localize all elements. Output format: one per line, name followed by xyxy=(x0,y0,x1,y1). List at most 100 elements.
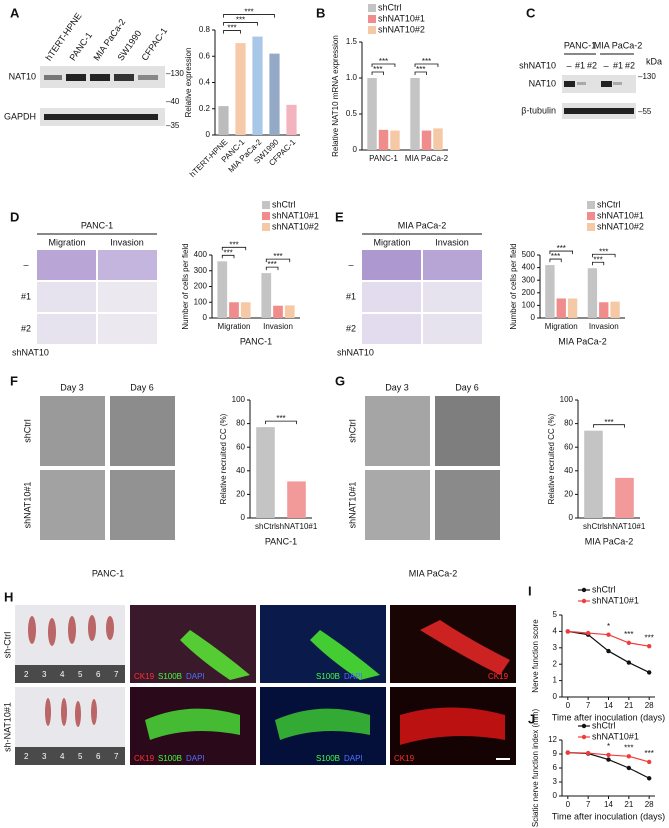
point xyxy=(646,776,652,781)
significance: *** xyxy=(557,244,566,253)
point xyxy=(646,670,652,675)
bar xyxy=(610,301,620,318)
y-tick-label: 300 xyxy=(522,275,536,284)
bar xyxy=(378,129,389,150)
x-tick-label: MIA PaCa-2 xyxy=(405,154,449,163)
significance-bracket xyxy=(371,71,384,75)
stain-label: S100B xyxy=(316,754,340,763)
micrograph xyxy=(365,470,430,540)
significance: *** xyxy=(599,247,608,256)
bar xyxy=(218,106,229,135)
protein-label: NAT10 xyxy=(529,78,556,88)
bar xyxy=(287,481,306,518)
bar xyxy=(261,273,272,318)
panel-letters: A B C D E F G H I J xyxy=(4,5,536,726)
stain-label: S100B xyxy=(158,754,182,763)
row-label: #2 xyxy=(21,323,31,333)
bar xyxy=(545,265,555,318)
x-axis-label: MIA PaCa-2 xyxy=(585,536,634,546)
bar xyxy=(567,298,578,318)
significance: *** xyxy=(624,630,633,639)
legend-swatch xyxy=(581,598,587,604)
y-tick-label: 60 xyxy=(236,442,245,451)
significance: *** xyxy=(416,65,425,74)
lane-label: #1 xyxy=(613,60,623,70)
bar xyxy=(390,130,400,150)
point xyxy=(626,660,632,665)
micrograph xyxy=(98,282,157,312)
micrograph xyxy=(423,282,482,312)
significance: *** xyxy=(645,749,654,758)
point xyxy=(626,754,632,759)
panel-letter: F xyxy=(10,373,18,388)
micrograph xyxy=(110,396,175,466)
micrograph xyxy=(362,314,421,344)
point xyxy=(585,750,591,756)
blot-a: hTERT-HPNE PANC-1 MIA PaCa-2 SW1990 CFPA… xyxy=(4,11,184,130)
y-tick-label: 0 xyxy=(353,145,358,154)
y-tick-label: 500 xyxy=(522,250,536,259)
micrographs-g: Day 3 Day 6 shCtrl shNAT10#1 MIA PaCa-2 xyxy=(347,382,500,578)
stain-label: CK19 xyxy=(394,754,415,763)
y-tick-label: 400 xyxy=(522,263,536,272)
significance-bracket xyxy=(265,420,297,425)
ruler-number: 5 xyxy=(78,670,83,679)
row-label: sh-NAT10#1 xyxy=(2,702,12,752)
y-tick-label: 300 xyxy=(194,266,208,275)
stain-label: DAPI xyxy=(344,672,363,681)
band xyxy=(564,108,634,114)
lane-label: CFPAC-1 xyxy=(139,26,169,63)
image-title: PANC-1 xyxy=(81,220,113,230)
y-axis-label: Number of cells per field xyxy=(181,243,190,329)
significance-bracket xyxy=(371,63,396,67)
micrograph xyxy=(40,470,105,540)
significance: *** xyxy=(223,248,232,257)
row-label: shNAT10#1 xyxy=(347,482,357,529)
micrograph xyxy=(423,314,482,344)
micrograph xyxy=(365,396,430,466)
significance: *** xyxy=(604,418,613,427)
images-h: sh-Ctrl sh-NAT10#1 2 3 4 5 6 7 2 3 4 5 6… xyxy=(2,605,516,765)
stain-label: DAPI xyxy=(344,754,363,763)
legend-label: shNAT10#1 xyxy=(272,210,319,220)
x-tick-label: 14 xyxy=(604,800,613,809)
marker: –130 xyxy=(638,72,656,81)
panel-letter: D xyxy=(10,209,19,224)
bar xyxy=(599,302,609,318)
significance: *** xyxy=(236,16,245,25)
micrograph xyxy=(435,396,500,466)
y-tick-label: 20 xyxy=(564,490,573,499)
significance-bracket xyxy=(265,258,291,263)
row-label: shNAT10 xyxy=(519,60,556,70)
legend-label: shCtrl xyxy=(592,584,616,594)
bar xyxy=(410,78,420,150)
marker: –40 xyxy=(166,97,180,106)
ruler-number: 4 xyxy=(60,752,65,761)
significance: *** xyxy=(273,252,282,261)
significance-bracket xyxy=(593,424,625,428)
nerve xyxy=(180,630,250,680)
y-tick-label: 40 xyxy=(236,466,245,475)
x-tick-label: shCtrl xyxy=(583,522,604,531)
column-label: Day 6 xyxy=(130,382,154,392)
point xyxy=(606,648,611,654)
point xyxy=(565,629,571,634)
row-label: – xyxy=(23,259,28,269)
legend-swatch xyxy=(581,734,587,740)
significance: *** xyxy=(276,414,285,423)
bar xyxy=(240,302,251,318)
legend-swatch xyxy=(587,201,595,209)
lane-label: – xyxy=(566,60,571,70)
significance: *** xyxy=(422,57,431,66)
protein-label: GAPDH xyxy=(4,111,36,121)
y-axis-label: Nerve function score xyxy=(531,619,540,693)
y-tick-label: 100 xyxy=(194,297,208,306)
column-label: Day 3 xyxy=(60,382,84,392)
significance-bracket xyxy=(592,261,605,266)
band xyxy=(564,81,575,87)
lane-label: #2 xyxy=(625,60,635,70)
nerve xyxy=(275,708,370,740)
significance-bracket xyxy=(223,22,258,26)
micrograph xyxy=(40,396,105,466)
